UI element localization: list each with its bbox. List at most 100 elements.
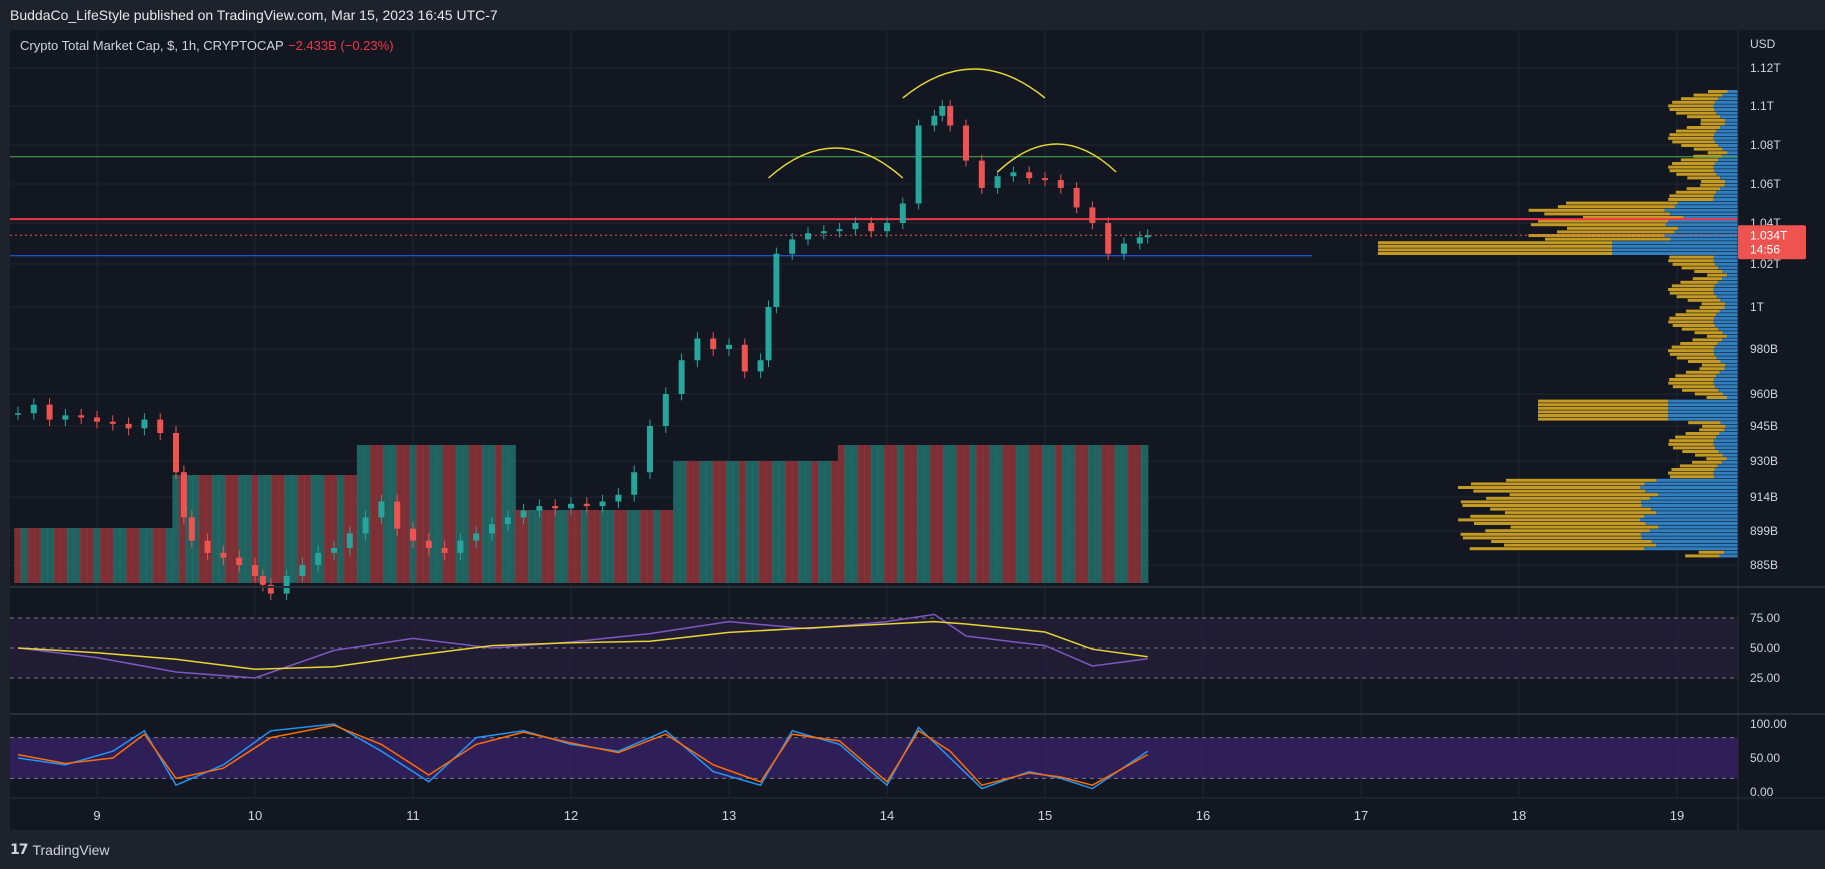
candle [362, 517, 369, 534]
vp-bar-gold [1686, 126, 1721, 129]
vp-bar-gold [1676, 172, 1717, 176]
vp-bar-blue [1727, 273, 1738, 277]
vp-bar-blue [1724, 306, 1738, 309]
volume-bar [172, 475, 180, 583]
volume-bar [258, 475, 266, 583]
candle [773, 253, 780, 307]
vp-bar-gold [1682, 450, 1719, 453]
vp-bar-gold [1675, 313, 1717, 317]
vp-bar-blue [1674, 230, 1738, 234]
volume-bar [152, 528, 161, 583]
vp-bar-gold [1378, 252, 1612, 255]
vp-bar-gold [1669, 352, 1715, 356]
vp-bar-gold [1701, 302, 1726, 306]
vp-bar-gold [1509, 493, 1659, 497]
volume-bar [337, 475, 345, 583]
vp-bar-gold [1687, 176, 1721, 180]
volume-bar [976, 445, 984, 583]
vp-bar-blue [1664, 208, 1738, 212]
candle [504, 517, 511, 525]
volume-bar [86, 528, 95, 583]
volume-bar [719, 461, 727, 583]
volume-bar [113, 528, 121, 583]
volume-bar [587, 510, 595, 583]
volume-bar [488, 445, 497, 583]
vp-bar-blue [1720, 176, 1738, 180]
vp-bar-blue [1683, 216, 1738, 219]
vp-bar-gold [1538, 219, 1669, 223]
vp-bar-gold [1458, 518, 1641, 522]
vp-bar-gold [1490, 507, 1652, 511]
volume-bar [514, 510, 523, 583]
vp-bar-gold [1671, 284, 1715, 288]
volume-bar [1107, 445, 1116, 583]
volume-bar [626, 510, 635, 583]
candle [583, 503, 590, 507]
volume-bar [462, 445, 470, 583]
vp-bar-gold [1460, 532, 1641, 536]
tradingview-logo[interactable]: 17 TradingView [10, 842, 110, 858]
vp-bar-gold [1707, 273, 1728, 277]
volume-bar [435, 445, 444, 583]
publish-bar: BuddaCo_LifeStyle published on TradingVi… [0, 0, 1825, 30]
vp-bar-gold [1694, 331, 1723, 335]
vp-bar-blue [1727, 334, 1738, 338]
vp-bar-gold [1672, 140, 1716, 144]
volume-bar [244, 475, 253, 583]
volume-bar [93, 528, 101, 583]
candle [868, 223, 875, 232]
vp-bar-gold [1681, 327, 1719, 331]
vp-bar-blue [1720, 126, 1738, 129]
vp-bar-blue [1722, 338, 1738, 342]
vp-bar-gold [1680, 342, 1718, 345]
volume-bar [594, 510, 602, 583]
axes: 9 10 11 12 13 14 15 16 17 18 19 1.12T 1.1T 1.08T 1.06T… [10, 30, 1825, 830]
vp-bar-blue [1656, 478, 1738, 482]
vp-bar-blue [1677, 201, 1738, 205]
y-tick-label: 914B [1750, 490, 1778, 504]
volume-bar [323, 475, 332, 583]
candle [978, 160, 985, 188]
stoch-d-line [17, 724, 1149, 787]
y-tick-label: 930B [1750, 454, 1778, 468]
volume-bar [851, 445, 859, 583]
stoch-rsi-pane [10, 723, 1738, 790]
volume-bar [982, 445, 991, 583]
vp-bar-blue [1665, 223, 1738, 227]
vp-bar-gold [1670, 475, 1715, 479]
candle [394, 501, 401, 529]
candle [173, 433, 179, 473]
candle [62, 415, 69, 420]
vp-bar-blue [1727, 151, 1738, 155]
vp-bar-blue [1724, 122, 1738, 126]
vp-bar-blue [1713, 381, 1738, 385]
volume-bar [679, 461, 688, 583]
vp-bar-gold [1685, 432, 1720, 435]
vp-bar-blue [1713, 316, 1738, 320]
vp-bar-gold [1668, 165, 1714, 169]
chart-background [10, 30, 1738, 830]
volume-bar [290, 475, 299, 583]
vp-bar-blue [1716, 111, 1738, 115]
vp-bar-blue [1651, 507, 1738, 511]
vp-bar-blue [1668, 399, 1738, 403]
volume-bar [620, 510, 628, 583]
vp-bar-blue [1670, 237, 1738, 241]
volume-bar [350, 475, 358, 583]
candle [46, 404, 53, 420]
vp-bar-gold [1557, 205, 1675, 209]
candle [599, 501, 606, 507]
legend-symbol: Crypto Total Market Cap, $, 1h, CRYPTOCA… [20, 38, 284, 53]
vp-bar-gold [1692, 460, 1722, 464]
vp-bar-gold [1668, 320, 1714, 324]
volume-bar [47, 528, 55, 583]
candle [157, 419, 164, 433]
vp-bar-gold [1700, 183, 1725, 187]
vp-bar-blue [1656, 511, 1738, 515]
volume-profile [1378, 90, 1738, 558]
vp-bar-gold [1538, 406, 1668, 410]
vp-bar-gold [1582, 216, 1684, 219]
candle [741, 344, 748, 372]
y-tick-label: 1.1T [1750, 99, 1775, 113]
